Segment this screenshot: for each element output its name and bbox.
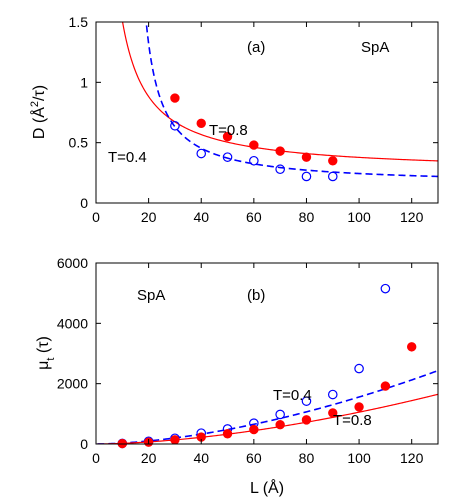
panel-a: 0 20 40 60 80 100 120 0 0.5 1 1.5 (a) SpA T=0.8 T=…	[29, 14, 439, 225]
data-point	[301, 396, 312, 406]
data-point	[275, 409, 285, 420]
data-point	[327, 389, 338, 400]
x-tick-label: 0	[92, 209, 100, 225]
panel-a-frame	[95, 21, 439, 204]
x-tick-label: 40	[193, 450, 209, 466]
x-tick-label: 120	[400, 209, 424, 225]
data-point	[275, 164, 285, 175]
panel-b-frame	[95, 262, 439, 445]
x-tick-label: 20	[141, 450, 157, 466]
data-point	[196, 118, 206, 129]
fit-curve	[145, 22, 438, 178]
data-point	[380, 283, 391, 294]
data-point	[301, 171, 312, 182]
x-tick-label: 0	[92, 450, 100, 466]
x-tick-label: 60	[246, 450, 262, 466]
fit-curve	[97, 393, 438, 444]
y-tick-label: 1.5	[69, 14, 89, 30]
data-point	[327, 171, 338, 182]
x-tick-label: 100	[347, 209, 371, 225]
panel-b-fit-curves	[97, 369, 438, 444]
panel-a-fit-curves	[121, 22, 438, 178]
panel-b-series-label-t08: T=0.8	[333, 412, 372, 429]
data-point	[328, 408, 338, 418]
panel-a-system-label: SpA	[361, 39, 389, 56]
panel-a-y-axis-title: D (Å2/τ)	[29, 85, 48, 139]
data-point	[170, 120, 180, 131]
y-tick-label: 4000	[57, 315, 88, 331]
data-point	[354, 363, 364, 374]
x-tick-label: 100	[347, 450, 371, 466]
panel-b-ticks: 0 20 40 60 80 100 120 0 2000 4000 6000	[57, 255, 438, 466]
data-point	[170, 93, 180, 103]
y-tick-label: 2000	[57, 376, 88, 392]
data-point	[222, 429, 233, 439]
data-point	[222, 131, 233, 142]
data-point	[380, 381, 391, 391]
y-tick-label: 1	[80, 74, 88, 90]
data-point	[406, 342, 417, 352]
y-tick-label: 6000	[57, 255, 88, 271]
data-point	[249, 140, 259, 150]
panel-a-series-label-t08: T=0.8	[209, 122, 248, 139]
panel-b-system-label: SpA	[137, 287, 165, 304]
panel-b-x-axis-title: L (Å)	[250, 478, 284, 497]
y-tick-label: 0	[80, 436, 88, 452]
panel-a-label: (a)	[247, 39, 265, 56]
panel-a-ticks: 0 20 40 60 80 100 120 0 0.5 1 1.5	[69, 14, 438, 225]
fit-curve	[97, 369, 438, 444]
data-point	[170, 435, 180, 445]
panel-b-label: (b)	[247, 287, 265, 304]
y-tick-label: 0.5	[69, 135, 89, 151]
x-tick-label: 40	[193, 209, 209, 225]
data-point	[354, 402, 364, 412]
panel-b-series-label-t04: T=0.4	[273, 387, 312, 404]
x-tick-label: 120	[400, 450, 424, 466]
fit-curve	[121, 22, 438, 162]
data-point	[301, 152, 312, 162]
panel-b: 0 20 40 60 80 100 120 0 2000 4000 6000 SpA (b) T=0…	[35, 255, 439, 497]
panel-a-series-label-t04: T=0.4	[108, 149, 147, 166]
data-point	[249, 424, 259, 435]
data-point	[328, 156, 338, 166]
data-point	[301, 415, 312, 425]
data-point	[275, 419, 285, 430]
data-point	[196, 148, 207, 159]
data-point	[275, 146, 285, 156]
panel-a-data-points	[170, 93, 338, 182]
x-tick-label: 80	[299, 209, 315, 225]
y-tick-label: 0	[80, 195, 88, 211]
panel-b-y-axis-title: μt (τ)	[35, 336, 57, 370]
x-tick-label: 20	[141, 209, 157, 225]
x-tick-label: 60	[246, 209, 262, 225]
data-point	[222, 152, 233, 162]
data-point	[249, 155, 259, 166]
x-tick-label: 80	[299, 450, 315, 466]
